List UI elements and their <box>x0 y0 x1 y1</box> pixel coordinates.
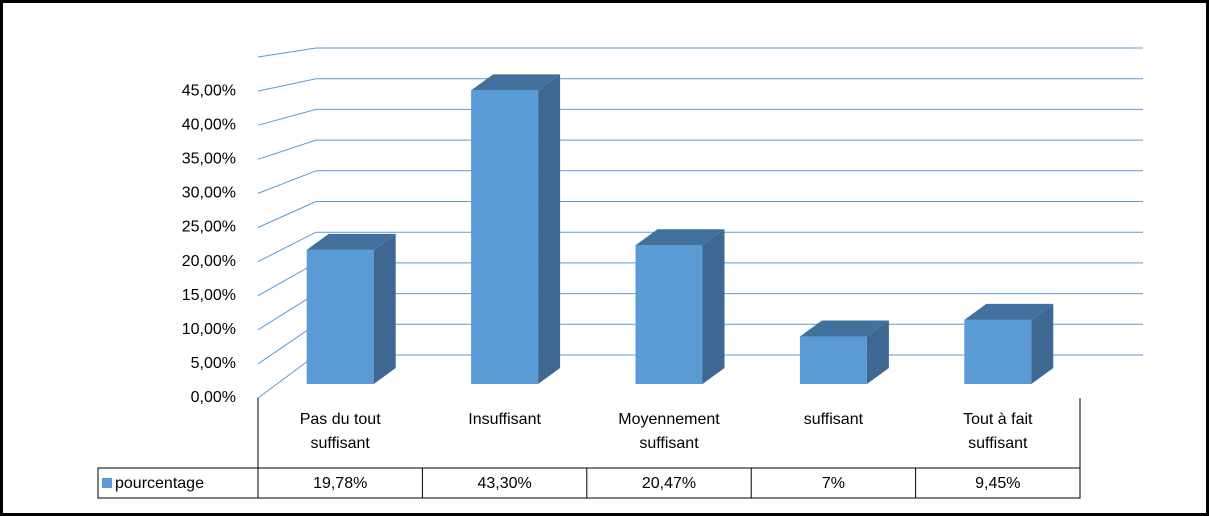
bar <box>306 249 374 384</box>
data-label: 7% <box>822 475 845 492</box>
y-tick-label: 0,00% <box>191 389 236 406</box>
wall-line <box>257 47 317 58</box>
bar <box>799 336 867 384</box>
y-tick-label: 45,00% <box>182 82 236 99</box>
bar-top <box>306 233 396 250</box>
grid-line <box>257 170 317 194</box>
y-tick-label: 5,00% <box>191 355 236 372</box>
y-tick-label: 40,00% <box>182 116 236 133</box>
bar-top <box>799 320 889 337</box>
data-label: 19,78% <box>313 475 367 492</box>
x-tick-label: Insuffisant <box>468 411 541 428</box>
x-tick-label: Pas du tout suffisant <box>299 411 381 452</box>
bar-side <box>702 229 725 384</box>
bar <box>635 245 703 384</box>
data-label: 43,30% <box>477 475 531 492</box>
grid-line <box>257 231 317 263</box>
grid-line <box>257 139 317 160</box>
bar <box>471 90 539 385</box>
grid-line <box>257 78 317 92</box>
bar-side <box>866 320 889 384</box>
grid-line <box>257 354 317 399</box>
bar <box>964 319 1032 384</box>
grid-line <box>257 108 317 126</box>
y-tick-label: 10,00% <box>182 321 236 338</box>
grid-line <box>257 262 317 297</box>
bar-top <box>471 74 561 91</box>
y-tick-label: 15,00% <box>182 287 236 304</box>
legend-swatch <box>102 478 112 488</box>
x-tick-label: suffisant <box>803 411 864 428</box>
bar-side <box>1031 303 1054 384</box>
grid-line <box>257 323 317 365</box>
bar-top <box>635 229 725 246</box>
table-row <box>97 467 1081 499</box>
y-tick-label: 20,00% <box>182 253 236 270</box>
grid-line <box>257 201 317 228</box>
x-tick-label: Moyennement suffisant <box>618 411 720 452</box>
grid-line <box>257 293 317 331</box>
bar-side <box>373 233 396 384</box>
y-tick-label: 30,00% <box>182 185 236 202</box>
y-tick-label: 25,00% <box>182 219 236 236</box>
bar-side <box>538 74 561 385</box>
legend-label: pourcentage <box>115 475 204 492</box>
x-tick-label: Tout à fait suffisant <box>963 411 1033 452</box>
data-label: 9,45% <box>975 475 1020 492</box>
bar-top <box>964 303 1054 320</box>
data-label: 20,47% <box>642 475 696 492</box>
y-tick-label: 35,00% <box>182 151 236 168</box>
